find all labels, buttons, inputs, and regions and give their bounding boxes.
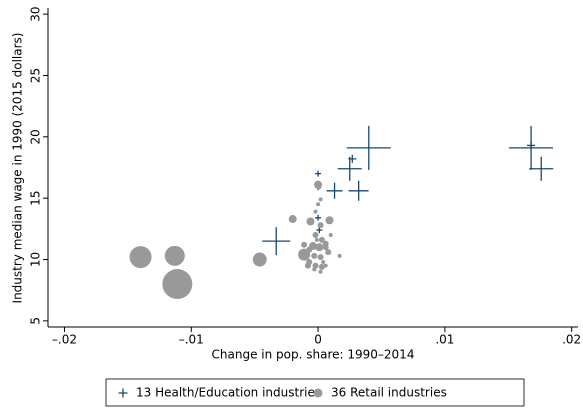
x-tick-label: .02 — [562, 333, 581, 347]
y-tick-label: 15 — [29, 191, 43, 206]
legend-label: 13 Health/Education industries — [136, 386, 321, 400]
plus-marker — [315, 170, 322, 177]
circle-marker — [325, 249, 332, 256]
circle-marker — [321, 259, 326, 264]
plus-marker — [348, 154, 357, 163]
circle-marker — [318, 197, 323, 202]
circle-marker — [313, 209, 318, 214]
circle-marker — [306, 246, 313, 253]
circle-marker — [288, 215, 297, 224]
circle-marker — [312, 262, 319, 269]
circle-marker — [315, 243, 324, 252]
circle-marker — [317, 222, 324, 229]
plus-marker — [346, 125, 391, 170]
plus-marker — [262, 227, 291, 256]
circle-marker — [304, 262, 311, 269]
circle-marker — [328, 232, 333, 237]
legend-box — [105, 378, 525, 407]
x-axis-label: Change in pop. share: 1990–2014 — [212, 348, 415, 362]
circle-marker — [323, 263, 328, 268]
legend-label: 36 Retail industries — [331, 386, 447, 400]
plus-marker — [316, 227, 323, 234]
plus-marker — [315, 214, 322, 221]
plus-marker — [337, 156, 362, 181]
circle-marker — [301, 241, 308, 248]
circle-marker — [129, 246, 152, 269]
circle-marker — [306, 217, 315, 226]
y-tick-label: 30 — [29, 6, 43, 21]
x-tick-label: 0 — [314, 333, 322, 347]
circle-marker — [318, 236, 325, 243]
circle-marker — [317, 185, 322, 190]
x-tick-label: .01 — [435, 333, 454, 347]
plus-marker — [529, 156, 554, 181]
circle-marker — [325, 216, 334, 225]
circle-marker — [318, 263, 325, 270]
legend-symbol — [118, 388, 128, 398]
circle-marker — [322, 244, 329, 251]
y-tick-label: 20 — [29, 129, 43, 144]
circle-marker — [317, 254, 324, 261]
y-tick-label: 25 — [29, 68, 43, 83]
x-tick-label: –.01 — [179, 333, 204, 347]
plus-marker — [527, 141, 536, 150]
circle-marker — [312, 231, 319, 238]
circle-marker — [162, 269, 193, 300]
x-tick-label: –.02 — [52, 333, 77, 347]
circle-marker — [164, 245, 185, 266]
circle-marker — [318, 269, 323, 274]
circle-marker — [314, 237, 319, 242]
plus-marker — [326, 182, 343, 199]
y-tick-label: 10 — [29, 252, 43, 267]
circle-marker — [311, 252, 318, 259]
circle-marker — [337, 253, 342, 258]
circle-marker — [316, 202, 321, 207]
y-tick-label: 5 — [29, 317, 43, 325]
legend-symbol — [313, 388, 323, 398]
y-axis-label: Industry median wage in 1990 (2015 dolla… — [11, 33, 25, 304]
circle-marker — [312, 267, 317, 272]
circle-marker — [252, 252, 267, 267]
plus-marker — [348, 180, 369, 201]
